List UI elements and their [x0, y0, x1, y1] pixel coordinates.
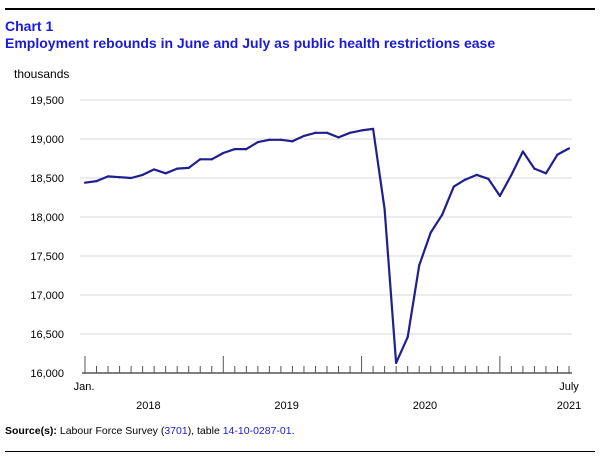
data-point: [464, 178, 467, 181]
source-text-3: .: [291, 425, 295, 437]
data-point: [533, 167, 536, 170]
data-point: [395, 361, 398, 364]
y-tick-label: 16,000: [30, 368, 64, 380]
x-end-label: July: [559, 381, 579, 393]
data-point: [429, 231, 432, 234]
y-tick-label: 16,500: [30, 329, 64, 341]
source-text-1: Labour Force Survey (: [56, 425, 165, 437]
chart-label: Chart 1: [5, 18, 54, 34]
x-year-label: 2021: [557, 400, 581, 412]
data-point: [199, 158, 202, 161]
data-point: [245, 148, 248, 151]
data-point: [256, 141, 259, 144]
survey-link[interactable]: 3701: [164, 425, 188, 437]
data-point: [406, 336, 409, 339]
x-year-label: 2018: [136, 400, 160, 412]
y-axis-unit-label: thousands: [14, 67, 69, 81]
y-tick-label: 18,500: [30, 173, 64, 185]
data-point: [83, 181, 87, 184]
data-point: [348, 131, 352, 134]
data-point: [153, 168, 156, 171]
data-point: [141, 173, 144, 176]
data-point: [510, 173, 513, 176]
data-point: [222, 151, 225, 155]
data-point: [337, 136, 340, 139]
data-point: [164, 172, 167, 175]
data-point: [176, 167, 179, 170]
data-point: [441, 213, 444, 216]
data-point: [129, 176, 133, 180]
data-point: [279, 138, 283, 141]
data-point: [383, 208, 386, 211]
data-point: [302, 134, 306, 137]
source-text-2: ), table: [187, 425, 223, 437]
bottom-rule: [5, 451, 595, 452]
data-point: [118, 176, 121, 179]
data-point: [498, 194, 501, 198]
table-link[interactable]: 14-10-0287-01: [222, 425, 292, 437]
data-point: [325, 131, 329, 134]
data-point: [475, 173, 478, 176]
data-point: [556, 153, 559, 156]
employment-series-line: [84, 127, 570, 364]
data-point: [106, 175, 110, 178]
data-point: [567, 147, 571, 150]
data-point: [360, 129, 363, 132]
chart-title: Employment rebounds in June and July as …: [5, 35, 496, 51]
top-rule: [5, 8, 595, 10]
data-point: [544, 172, 548, 175]
data-point: [268, 138, 271, 141]
source-note: Source(s): Labour Force Survey (3701), t…: [5, 425, 295, 437]
y-tick-label: 17,000: [30, 290, 64, 302]
data-point: [452, 185, 455, 188]
data-point: [95, 180, 98, 183]
y-tick-label: 18,000: [30, 212, 64, 224]
x-start-label: Jan.: [74, 381, 95, 393]
x-year-label: 2020: [413, 400, 437, 412]
data-point: [371, 127, 375, 130]
data-point: [418, 264, 421, 267]
data-point: [314, 131, 317, 134]
x-year-label: 2019: [274, 400, 298, 412]
data-point: [521, 150, 525, 153]
y-tick-label: 17,500: [30, 251, 64, 263]
y-tick-label: 19,500: [30, 95, 64, 107]
data-point: [487, 177, 490, 180]
data-point: [233, 148, 236, 151]
source-label: Source(s):: [5, 425, 57, 437]
data-point: [210, 158, 213, 161]
y-tick-label: 19,000: [30, 134, 64, 146]
data-point: [291, 140, 294, 143]
data-point: [187, 166, 190, 169]
